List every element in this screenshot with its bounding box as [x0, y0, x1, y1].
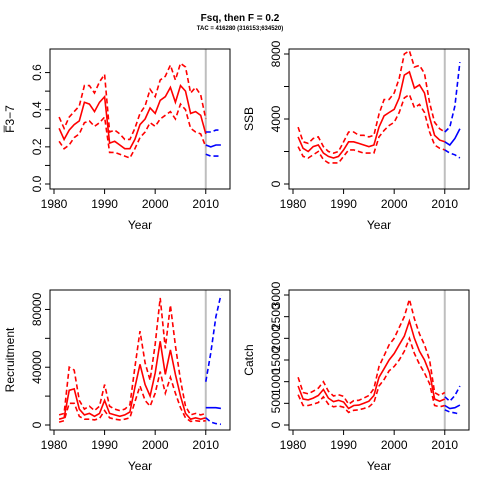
x-axis-label: Year [367, 218, 391, 232]
x-tick-label: 2000 [142, 197, 169, 211]
historical-median-line [58, 341, 207, 421]
x-tick-label: 2010 [431, 197, 458, 211]
historical-lower-line [297, 93, 446, 164]
y-tick-label: 0.0 [30, 175, 44, 192]
historical-median-line [297, 70, 446, 159]
plot-frame [288, 289, 470, 431]
historical-upper-line [297, 49, 446, 154]
historical-upper-line [58, 297, 207, 416]
y-tick-label: 80000 [30, 292, 44, 326]
y-axis-label: F̅3−7 [3, 105, 17, 133]
x-axis-label: Year [367, 459, 391, 473]
x-tick-label: 2000 [142, 438, 169, 452]
projection-median-line [205, 144, 221, 148]
chart-panels: 1980 1990 2000 20100.00.20.40.6YearF̅3−7198… [3, 40, 470, 473]
historical-upper-line [297, 296, 446, 406]
projection-upper-line [205, 129, 221, 133]
y-tick-label: 1000 [269, 368, 283, 395]
projection-lower-line [444, 409, 461, 415]
historical-median-line [297, 318, 446, 410]
y-axis-label: SSB [242, 107, 256, 131]
y-tick-label: 8000 [269, 40, 283, 67]
x-tick-label: 1980 [41, 438, 68, 452]
x-tick-label: 1990 [330, 438, 357, 452]
historical-lower-line [58, 102, 207, 159]
y-tick-label: 0.4 [30, 101, 44, 118]
figure-subtitle: TAC = 416280 (316153;634520) [197, 26, 283, 32]
projection-lower-line [444, 149, 461, 159]
y-tick-label: 2000 [269, 325, 283, 352]
y-tick-label: 0 [269, 421, 283, 428]
y-tick-label: 2500 [269, 303, 283, 330]
x-tick-label: 2000 [381, 197, 408, 211]
historical-lower-line [58, 371, 206, 423]
chart-panel-recruitment: 1980 1990 2000 2010 0 40000 80000 Year Recruitme… [3, 289, 231, 473]
y-tick-label: 3000 [269, 281, 283, 308]
y-tick-label: 0.6 [30, 64, 44, 81]
projection-lower-line [205, 153, 221, 157]
x-tick-label: 1980 [280, 438, 307, 452]
projection-upper-line [205, 294, 222, 382]
projection-median-line [205, 406, 222, 410]
plot-frame [49, 48, 231, 190]
x-tick-label: 1990 [91, 197, 118, 211]
historical-median-line [58, 84, 207, 150]
plot-frame [49, 289, 231, 431]
projection-upper-line [444, 385, 461, 403]
x-tick-label: 2010 [192, 438, 219, 452]
chart-panel-fbar: 1980 1990 2000 2010 0.0 0.2 0.4 0.6 Year F̅3−7 [3, 48, 231, 232]
projection-median-line [444, 404, 461, 410]
figure-title: Fsq, then F = 0.2 [201, 13, 280, 24]
y-axis-label: Catch [242, 344, 256, 375]
x-axis-label: Year [128, 459, 152, 473]
x-tick-label: 2000 [381, 438, 408, 452]
plot-frame [288, 48, 470, 190]
y-tick-label: 0 [269, 180, 283, 187]
projection-lower-line [205, 417, 222, 426]
y-tick-label: 40000 [30, 350, 44, 384]
x-tick-label: 2010 [192, 197, 219, 211]
projection-upper-line [444, 62, 461, 133]
y-tick-label: 0 [30, 421, 44, 428]
x-tick-label: 2010 [431, 438, 458, 452]
y-tick-label: 500 [269, 393, 283, 413]
projection-median-line [444, 128, 461, 147]
historical-lower-line [297, 335, 445, 414]
y-tick-label: 1500 [269, 346, 283, 373]
chart-panel-catch: 1980 1990 2000 2010050010001500200025003000… [242, 281, 470, 473]
x-tick-label: 1990 [91, 438, 118, 452]
y-axis-label: Recruitment [3, 327, 17, 392]
chart-panel-ssb: 1980 1990 2000 2010 0 4000 8000 Year SSB [242, 40, 470, 232]
x-tick-label: 1990 [330, 197, 357, 211]
y-tick-label: 4000 [269, 105, 283, 132]
x-tick-label: 1980 [280, 197, 307, 211]
x-tick-label: 1980 [41, 197, 68, 211]
historical-upper-line [58, 61, 207, 141]
x-axis-label: Year [128, 218, 152, 232]
y-tick-label: 0.2 [30, 138, 44, 155]
